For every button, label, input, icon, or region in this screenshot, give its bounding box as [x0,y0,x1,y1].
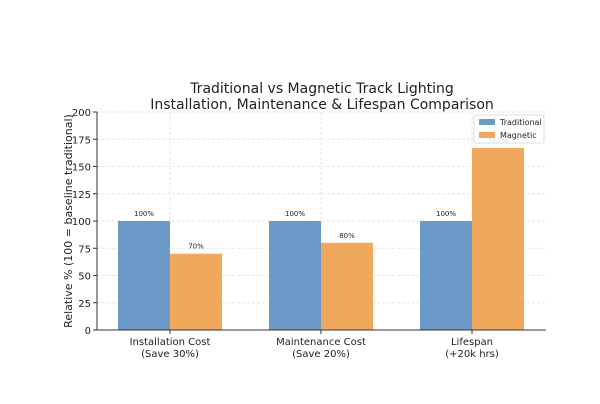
chart-title-line-1: Traditional vs Magnetic Track Lighting [189,81,454,97]
bar-magnetic [170,253,222,330]
bar-value-label: 80% [339,232,355,240]
chart-title-line-2: Installation, Maintenance & Lifespan Com… [150,97,494,113]
legend-swatch-traditional [479,119,495,125]
y-tick-label: 25 [78,299,91,310]
y-tick-label: 125 [72,190,91,201]
y-tick-label: 175 [72,135,91,146]
y-tick-label: 75 [78,244,91,255]
legend-label-magnetic: Magnetic [500,131,537,140]
bar-magnetic [321,242,373,330]
y-tick-label: 150 [72,163,91,174]
x-tick-label: Lifespan [451,337,493,348]
x-tick-label: Maintenance Cost [276,337,366,348]
bar-value-label: 100% [436,210,456,218]
bar-traditional [118,221,170,330]
legend-swatch-magnetic [479,132,495,138]
bar-value-label: 70% [188,243,204,251]
y-axis-label: Relative % (100 = baseline traditional) [62,114,75,328]
x-tick-label: (+20k hrs) [445,349,499,360]
legend-label-traditional: Traditional [499,118,542,127]
bar-magnetic [472,147,524,330]
x-tick-label: Installation Cost [130,337,211,348]
bar-traditional [269,221,321,330]
bar-value-label: 100% [134,210,154,218]
y-tick-label: 100 [72,217,91,228]
x-tick-label: (Save 30%) [141,349,199,360]
y-tick-label: 50 [78,272,91,283]
bar-value-label: 100% [285,210,305,218]
y-tick-label: 200 [72,108,91,119]
x-tick-label: (Save 20%) [292,349,350,360]
y-tick-label: 0 [85,326,91,337]
bar-traditional [420,221,472,330]
